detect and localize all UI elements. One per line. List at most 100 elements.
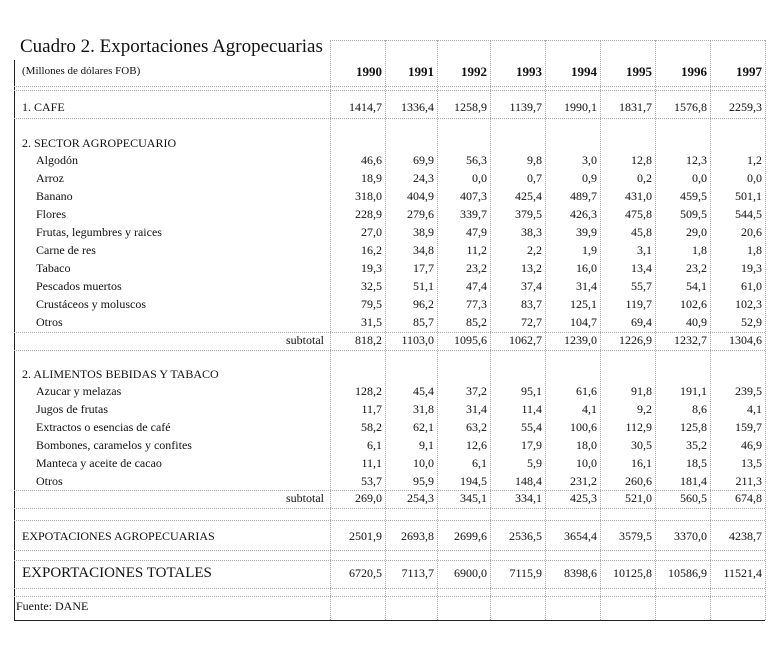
row-rule — [14, 118, 765, 119]
cell-value: 3654,4 — [564, 529, 597, 543]
cell-value: 239,5 — [735, 384, 762, 398]
cell-value: 53,7 — [361, 474, 382, 488]
bottom-rule — [14, 620, 765, 621]
cell-value: 12,3 — [686, 153, 707, 167]
row-label: Algodón — [36, 153, 78, 167]
row-label: Jugos de frutas — [36, 402, 108, 416]
section-label: 2. SECTOR AGROPECUARIO — [22, 136, 177, 150]
cell-value: 52,9 — [741, 315, 762, 329]
cell-value: 128,2 — [355, 384, 382, 398]
cell-value: 37,2 — [466, 384, 487, 398]
row-label: Banano — [36, 189, 73, 203]
cell-value: 38,9 — [413, 225, 434, 239]
cell-value: 10586,9 — [668, 566, 707, 580]
cell-value: 279,6 — [407, 207, 434, 221]
cell-value: 254,3 — [407, 491, 434, 505]
cell-value: 7115,9 — [509, 566, 542, 580]
cell-value: 11,1 — [361, 456, 382, 470]
cell-value: 2259,3 — [729, 100, 762, 114]
cell-value: 431,0 — [625, 189, 652, 203]
cell-value: 379,5 — [515, 207, 542, 221]
year-header: 1991 — [408, 64, 434, 79]
cell-value: 1831,7 — [619, 100, 652, 114]
column-rule — [710, 40, 711, 620]
cell-value: 83,7 — [521, 297, 542, 311]
cell-value: 4238,7 — [729, 529, 762, 543]
cell-value: 8398,6 — [564, 566, 597, 580]
cell-value: 95,9 — [413, 474, 434, 488]
cell-value: 1239,0 — [564, 333, 597, 347]
cell-value: 85,2 — [466, 315, 487, 329]
year-header: 1992 — [461, 64, 487, 79]
cell-value: 231,2 — [570, 474, 597, 488]
left-rule — [14, 60, 15, 620]
cell-value: 79,5 — [361, 297, 382, 311]
cell-value: 40,9 — [686, 315, 707, 329]
row-label: Flores — [36, 207, 66, 221]
cell-value: 55,7 — [631, 279, 652, 293]
cell-value: 544,5 — [735, 207, 762, 221]
cell-value: 18,9 — [361, 171, 382, 185]
row-label: Extractos o esencias de café — [36, 420, 171, 434]
cell-value: 560,5 — [680, 491, 707, 505]
cell-value: 47,4 — [466, 279, 487, 293]
cell-value: 459,5 — [680, 189, 707, 203]
row-label: Bombones, caramelos y confites — [36, 438, 192, 452]
subtitle: (Millones de dólares FOB) — [22, 65, 141, 77]
cell-value: 211,3 — [735, 474, 762, 488]
cell-value: 1,8 — [692, 243, 707, 257]
row-label: Azucar y melazas — [36, 384, 122, 398]
cell-value: 46,6 — [361, 153, 382, 167]
row-label: Carne de res — [36, 243, 96, 257]
cell-value: 100,6 — [570, 420, 597, 434]
column-rule — [545, 40, 546, 620]
cell-value: 318,0 — [355, 189, 382, 203]
cell-value: 31,4 — [466, 402, 487, 416]
cell-value: 489,7 — [570, 189, 597, 203]
year-header: 1995 — [626, 64, 652, 79]
cell-value: 31,5 — [361, 315, 382, 329]
cell-value: 23,2 — [686, 261, 707, 275]
cell-value: 1,2 — [747, 153, 762, 167]
cell-value: 13,4 — [631, 261, 652, 275]
cell-value: 334,1 — [515, 491, 542, 505]
column-rule — [490, 40, 491, 620]
cell-value: 125,8 — [680, 420, 707, 434]
cell-value: 674,8 — [735, 491, 762, 505]
cell-value: 51,1 — [413, 279, 434, 293]
cell-value: 38,3 — [521, 225, 542, 239]
cell-value: 45,4 — [413, 384, 434, 398]
cell-value: 339,7 — [460, 207, 487, 221]
row-rule — [14, 550, 765, 551]
cell-value: 1414,7 — [349, 100, 382, 114]
cell-value: 27,0 — [361, 225, 382, 239]
row-label: Frutas, legumbres y raices — [36, 225, 162, 239]
row-label: Otros — [36, 315, 63, 329]
cell-value: 31,4 — [576, 279, 597, 293]
cell-value: 2,2 — [527, 243, 542, 257]
cell-value: 0,9 — [582, 171, 597, 185]
total-label: EXPORTACIONES TOTALES — [22, 565, 212, 581]
cell-value: 475,8 — [625, 207, 652, 221]
cell-value: 11,4 — [521, 402, 542, 416]
row-label: Tabaco — [36, 261, 71, 275]
title: Cuadro 2. Exportaciones Agropecuarias — [20, 36, 323, 57]
cell-value: 24,3 — [413, 171, 434, 185]
cell-value: 12,6 — [466, 438, 487, 452]
year-header: 1993 — [516, 64, 542, 79]
cell-value: 35,2 — [686, 438, 707, 452]
total-label: EXPOTACIONES AGROPECUARIAS — [22, 529, 215, 543]
row-label: 1. CAFE — [22, 100, 65, 114]
cell-value: 1,8 — [747, 243, 762, 257]
cell-value: 1232,7 — [674, 333, 707, 347]
cell-value: 20,6 — [741, 225, 762, 239]
cell-value: 148,4 — [515, 474, 542, 488]
cell-value: 102,6 — [680, 297, 707, 311]
cell-value: 194,5 — [460, 474, 487, 488]
cell-value: 61,0 — [741, 279, 762, 293]
cell-value: 6900,0 — [454, 566, 487, 580]
cell-value: 112,9 — [625, 420, 652, 434]
cell-value: 91,8 — [631, 384, 652, 398]
cell-value: 77,3 — [466, 297, 487, 311]
